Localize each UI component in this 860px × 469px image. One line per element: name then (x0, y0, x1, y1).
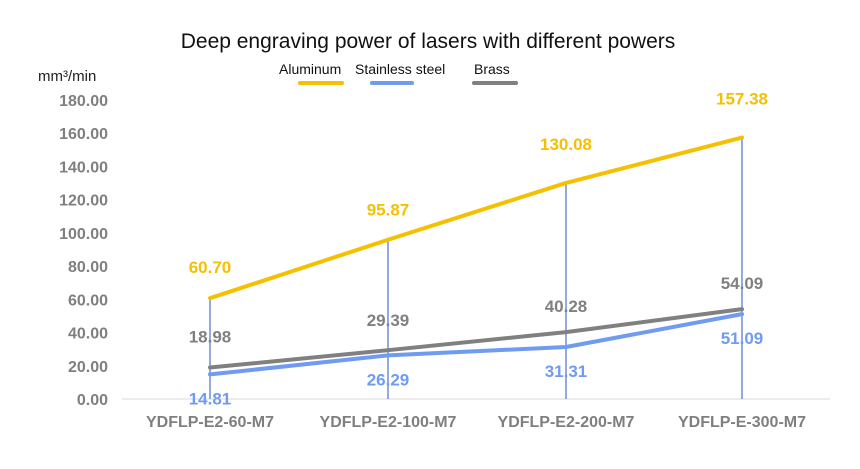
legend-label: Aluminum (279, 61, 341, 77)
y-tick-label: 180.00 (59, 93, 108, 110)
data-label: 51.09 (721, 329, 764, 348)
y-tick-label: 160.00 (59, 126, 108, 143)
data-label: 29.39 (367, 311, 410, 330)
data-labels: 60.70 95.87 130.08 157.38 14.81 26.29 31.31 51.… (189, 90, 768, 409)
y-tick-label: 120.00 (59, 193, 108, 210)
y-tick-label: 80.00 (68, 259, 108, 276)
series-line-aluminum (208, 135, 744, 301)
y-tick-label: 40.00 (68, 326, 108, 343)
x-tick-label: YDFLP-E-300-M7 (678, 414, 806, 431)
legend: Aluminum Stainless steel Brass (279, 61, 518, 85)
chart-title: Deep engraving power of lasers with diff… (181, 30, 676, 53)
y-tick-label: 100.00 (59, 226, 108, 243)
series-line-stainless-steel (208, 312, 744, 377)
data-label: 95.87 (367, 201, 410, 220)
x-tick-label: YDFLP-E2-60-M7 (146, 414, 274, 431)
series-line-brass (208, 307, 744, 370)
data-label: 157.38 (716, 90, 768, 109)
data-label: 14.81 (189, 389, 232, 408)
y-axis-unit: mm³/min (38, 68, 96, 85)
y-tick-label: 0.00 (77, 392, 108, 409)
legend-label: Stainless steel (355, 61, 445, 77)
data-label: 31.31 (545, 362, 588, 381)
y-axis: 0.00 20.00 40.00 60.00 80.00 100.00 120.00 140.… (59, 93, 108, 409)
y-tick-label: 140.00 (59, 159, 108, 176)
x-tick-label: YDFLP-E2-100-M7 (320, 414, 457, 431)
data-label: 26.29 (367, 370, 410, 389)
x-tick-label: YDFLP-E2-200-M7 (498, 414, 635, 431)
drop-lines (209, 137, 743, 399)
legend-label: Brass (474, 61, 510, 77)
data-label: 130.08 (540, 135, 592, 154)
data-label: 54.09 (721, 274, 764, 293)
series-lines (208, 135, 744, 377)
data-label: 18.98 (189, 327, 232, 346)
data-label: 60.70 (189, 258, 232, 277)
y-tick-label: 20.00 (68, 359, 108, 376)
x-axis: YDFLP-E2-60-M7 YDFLP-E2-100-M7 YDFLP-E2-20… (122, 398, 830, 431)
data-label: 40.28 (545, 297, 588, 316)
y-tick-label: 60.00 (68, 292, 108, 309)
